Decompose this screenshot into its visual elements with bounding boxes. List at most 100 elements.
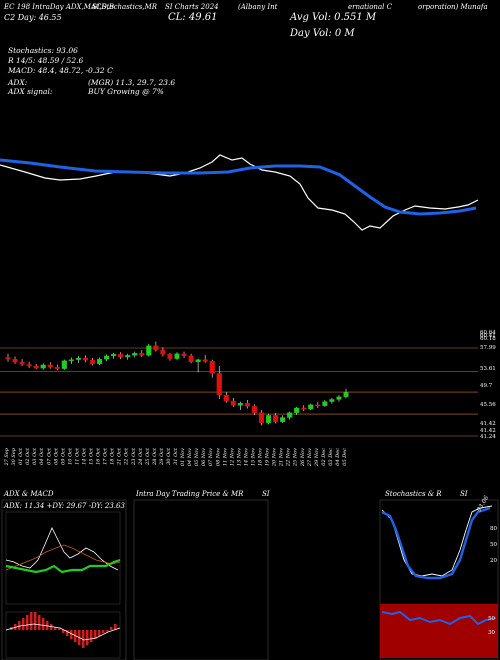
candle-body [280, 417, 286, 422]
macd-bar [38, 615, 41, 630]
adx-signal-label: ADX signal: [7, 87, 53, 96]
x-tick-label: 13 Nov [236, 448, 242, 466]
stoch-blue-line [381, 506, 491, 580]
candle-body [202, 359, 208, 362]
x-tick-label: 24 Oct [138, 447, 144, 466]
x-tick-label: 16 Oct [96, 447, 102, 465]
price-level-label: 45.56 [480, 402, 496, 408]
day-value: C2 Day: 46.55 [4, 13, 62, 22]
candle-body [329, 399, 335, 402]
x-tick-label: 05 Nov [194, 448, 200, 466]
x-tick-label: 30 Sep [11, 447, 17, 465]
candle-body [294, 407, 300, 413]
x-tick-label: 31 Oct [173, 447, 179, 465]
price-level-label: 41.24 [480, 434, 496, 440]
candle-body [26, 364, 32, 367]
candle-body [195, 359, 201, 362]
candle-body [118, 354, 124, 358]
stoch-tick-20: 20 [490, 558, 497, 564]
candle-body [153, 345, 159, 351]
close-value: CL: 49.61 [168, 12, 217, 23]
header-title-4: (Albany Int [238, 3, 278, 11]
candle-body [146, 345, 152, 356]
x-tick-label: 01 Oct [18, 447, 24, 465]
candle-body [287, 412, 293, 418]
candle-body [61, 360, 67, 369]
avg-volume: Avg Vol: 0.551 M [289, 12, 377, 23]
stochastics-text: Stochastics: 93.06 [8, 46, 78, 55]
candle-body [273, 415, 279, 422]
x-tick-label: 02 Oct [25, 447, 31, 465]
stoch-tick-80: 80 [490, 526, 497, 532]
x-tick-label: 01 Nov [180, 448, 186, 466]
x-tick-label: 27 Sep [4, 447, 10, 466]
candle-body [315, 404, 321, 407]
x-tick-label: 18 Nov [258, 448, 264, 466]
candle-body [19, 362, 25, 365]
candle-body [47, 364, 53, 368]
x-tick-label: 04 Nov [187, 448, 193, 466]
macd-bar [106, 630, 109, 632]
macd-bar [58, 628, 61, 630]
candle-body [301, 407, 307, 410]
candle-body [322, 401, 328, 406]
x-tick-label: 09 Oct [60, 447, 66, 465]
macd-bar [90, 630, 93, 642]
x-tick-label: 14 Oct [81, 447, 87, 465]
stoch-value-label: 93.06 [476, 494, 491, 513]
adx-panel-values: ADX: 11.34 +DY: 29.67 -DY: 23.63 [3, 502, 125, 510]
x-tick-label: 21 Oct [117, 447, 123, 466]
x-tick-label: 25 Nov [293, 448, 299, 467]
candle-body [223, 395, 229, 402]
macd-bar [26, 615, 29, 630]
x-tick-label: 08 Nov [215, 448, 221, 466]
adx-panel-title: ADX & MACD [3, 490, 54, 498]
x-tick-label: 04 Dec [335, 448, 341, 466]
x-tick-label: 20 Nov [272, 448, 278, 467]
x-tick-label: 29 Nov [314, 448, 320, 467]
header-title-2: SI,Stochastics,MR [92, 3, 158, 11]
price-level-label: 49.7 [480, 383, 493, 389]
x-tick-label: 30 Oct [166, 447, 172, 465]
macd-text: MACD: 48.4, 48.72, -0.32 C [7, 66, 113, 75]
x-tick-label: 22 Oct [124, 447, 130, 466]
x-tick-label: 22 Nov [286, 448, 292, 467]
x-tick-label: 17 Oct [103, 447, 109, 465]
macd-bar [86, 630, 89, 645]
macd-bar [22, 618, 25, 630]
rsi-tick-50: 50 [488, 616, 495, 622]
candle-body [54, 366, 60, 369]
candle-body [68, 359, 74, 361]
macd-bar [42, 618, 45, 630]
adx-label: ADX: [7, 78, 28, 87]
header-title-1: EC 198 IntraDay ADX,MACD,B [3, 3, 114, 11]
macd-white-line [5, 623, 121, 641]
macd-bar [94, 630, 97, 639]
candle-body [104, 355, 110, 360]
candle-body [139, 353, 145, 356]
stoch-tick-50: 50 [490, 542, 497, 548]
macd-bar [110, 627, 113, 630]
stoch-panel-title: Stochastics & R [385, 490, 442, 498]
macd-subpanel [5, 611, 121, 659]
candle-body [5, 357, 11, 360]
intraday-panel-title: Intra Day Trading Price & MR [135, 490, 244, 498]
macd-bar [98, 630, 101, 636]
x-tick-label: 05 Dec [342, 448, 348, 466]
x-tick-label: 03 Dec [328, 448, 334, 466]
candle-body [336, 396, 342, 400]
intraday-panel-frame [133, 499, 269, 660]
x-tick-label: 10 Oct [67, 447, 73, 465]
candle-body [12, 358, 18, 363]
price-level-label: 60.18 [480, 336, 496, 342]
candle-body [230, 400, 236, 406]
intraday-panel-suffix: SI [262, 490, 270, 498]
x-tick-label: 15 Nov [250, 448, 256, 466]
candle-body [181, 353, 187, 357]
adx-orange-line [5, 544, 121, 571]
x-tick-label: 02 Dec [321, 448, 327, 466]
candle-body [40, 364, 46, 369]
candle-body [244, 403, 250, 407]
candle-body [237, 403, 243, 406]
x-tick-label: 26 Nov [300, 448, 306, 467]
